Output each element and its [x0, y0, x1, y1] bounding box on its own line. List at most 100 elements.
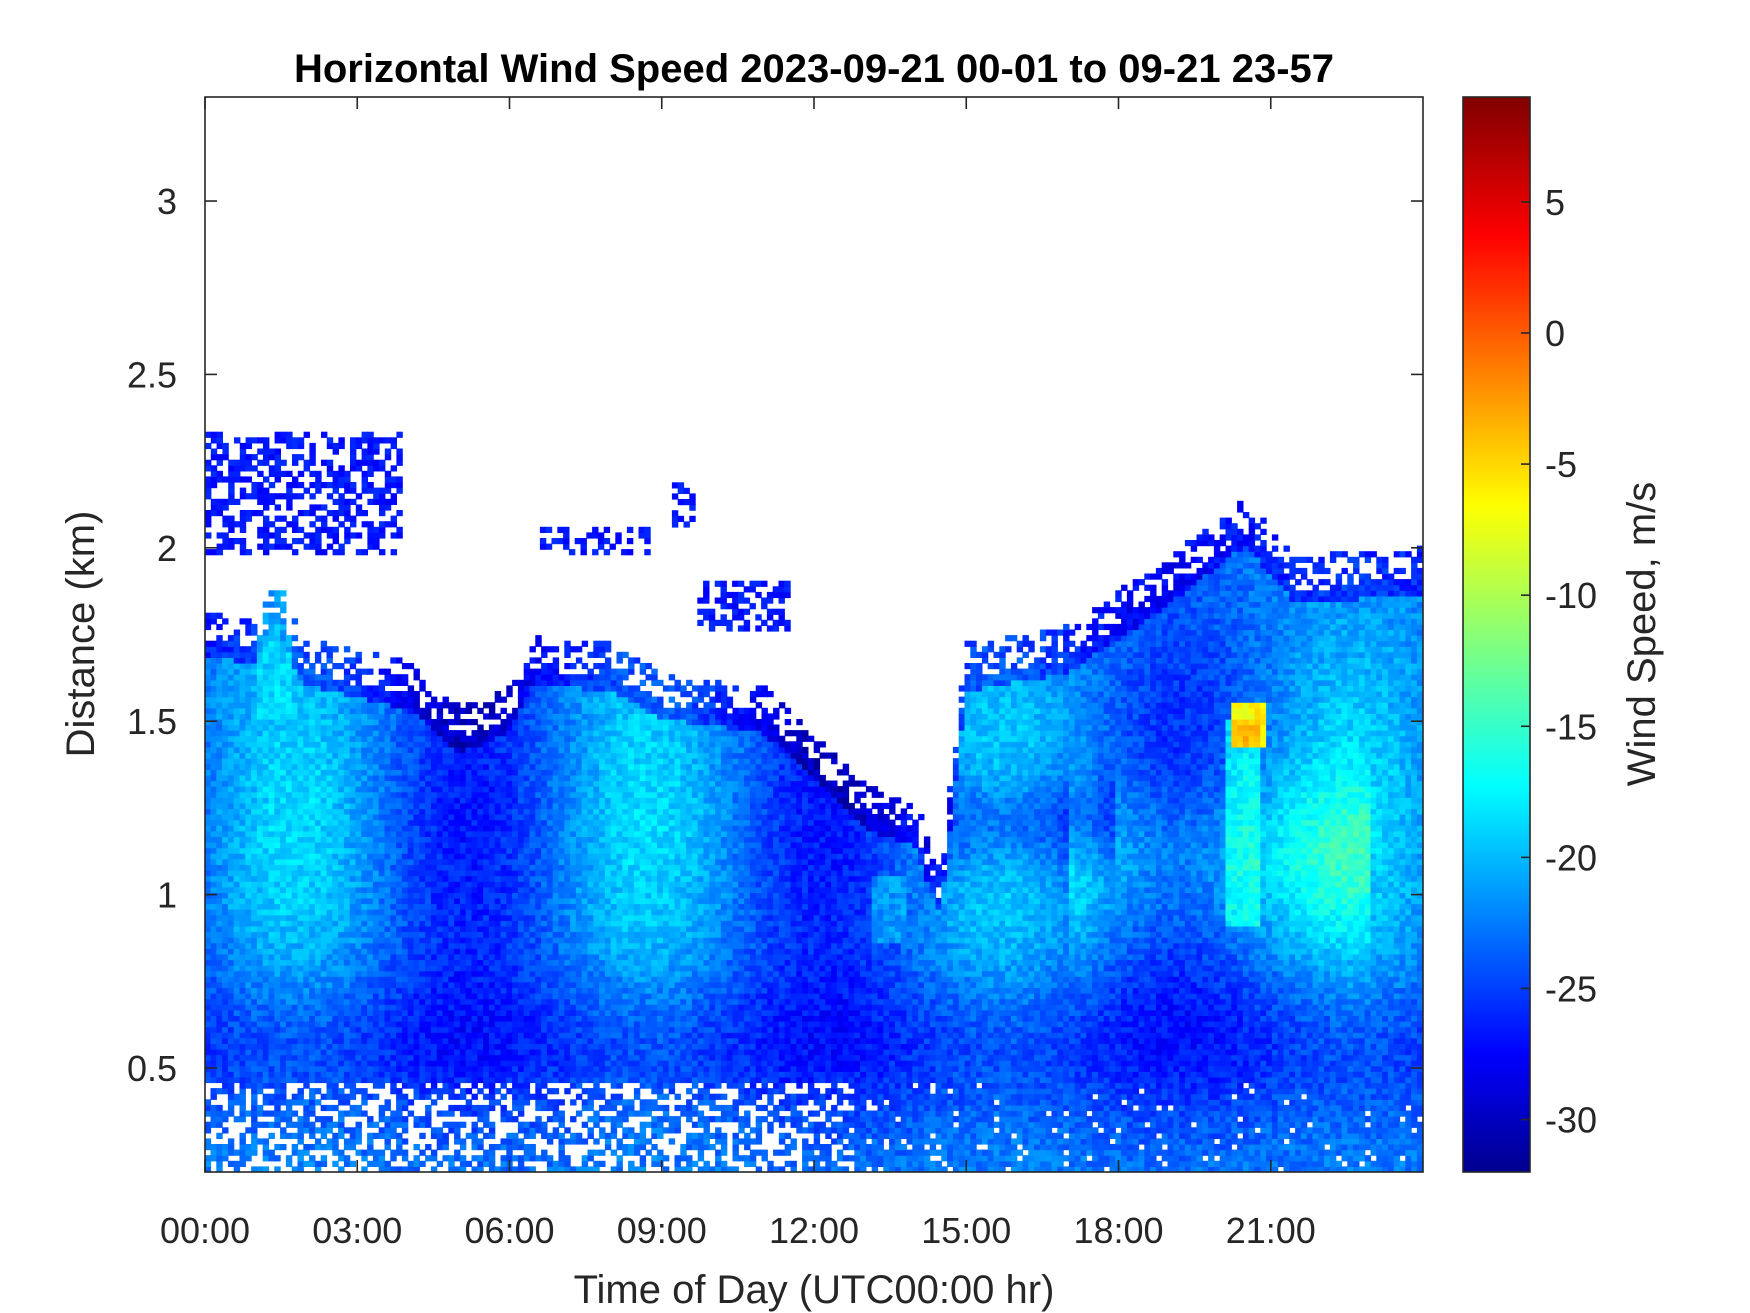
heatmap-cell [228, 1071, 234, 1077]
heatmap-cell [257, 1105, 263, 1111]
heatmap-cell [251, 1015, 257, 1021]
heatmap-cell [361, 965, 367, 971]
heatmap-cell [327, 937, 333, 943]
heatmap-cell [361, 786, 367, 792]
heatmap-cell [408, 926, 414, 932]
heatmap-cell [477, 1032, 483, 1038]
heatmap-cell [303, 1043, 309, 1049]
heatmap-cell [240, 680, 246, 686]
heatmap-cell [251, 1071, 257, 1077]
heatmap-cell [257, 864, 263, 870]
heatmap-cell [373, 836, 379, 842]
heatmap-cell [361, 831, 367, 837]
heatmap-cell [512, 892, 518, 898]
heatmap-cell [338, 691, 344, 697]
heatmap-cell [245, 808, 251, 814]
heatmap-cell [303, 943, 309, 949]
heatmap-cell [431, 781, 437, 787]
heatmap-cell [274, 999, 280, 1005]
heatmap-cell [356, 669, 362, 675]
heatmap-cell [443, 781, 449, 787]
heatmap-cell [501, 1083, 507, 1089]
heatmap-cell [408, 993, 414, 999]
heatmap-cell [483, 1043, 489, 1049]
heatmap-cell [524, 797, 530, 803]
heatmap-cell [361, 764, 367, 770]
heatmap-cell [501, 730, 507, 736]
heatmap-cell [234, 926, 240, 932]
heatmap-cell [356, 775, 362, 781]
heatmap-cell [483, 864, 489, 870]
heatmap-cell [361, 909, 367, 915]
heatmap-cell [530, 646, 536, 652]
heatmap-cell [338, 898, 344, 904]
heatmap-cell [245, 937, 251, 943]
heatmap-cell [414, 1060, 420, 1066]
heatmap-cell [257, 797, 263, 803]
heatmap-cell [234, 808, 240, 814]
heatmap-cell [477, 786, 483, 792]
heatmap-cell [338, 876, 344, 882]
heatmap-cell [245, 803, 251, 809]
heatmap-cell [396, 1116, 402, 1122]
heatmap-cell [437, 915, 443, 921]
heatmap-cell [408, 1021, 414, 1027]
heatmap-cell [454, 1015, 460, 1021]
heatmap-cell [286, 971, 292, 977]
heatmap-cell [274, 725, 280, 731]
heatmap-cell [211, 1105, 217, 1111]
heatmap-cell [361, 792, 367, 798]
heatmap-cell [495, 870, 501, 876]
heatmap-cell [269, 881, 275, 887]
heatmap-cell [309, 965, 315, 971]
heatmap-cell [501, 1094, 507, 1100]
heatmap-cell [309, 1077, 315, 1083]
heatmap-cell [245, 674, 251, 680]
heatmap-cell [454, 915, 460, 921]
heatmap-cell [419, 708, 425, 714]
heatmap-cell [303, 954, 309, 960]
heatmap-cell [419, 971, 425, 977]
heatmap-cell [332, 1038, 338, 1044]
heatmap-cell [280, 635, 286, 641]
heatmap-cell [274, 1015, 280, 1021]
heatmap-cell [240, 758, 246, 764]
heatmap-cell [501, 948, 507, 954]
heatmap-cell [332, 769, 338, 775]
heatmap-cell [454, 892, 460, 898]
heatmap-cell [489, 853, 495, 859]
heatmap-cell [240, 999, 246, 1005]
heatmap-cell [228, 685, 234, 691]
heatmap-cell [530, 999, 536, 1005]
heatmap-cell [454, 1127, 460, 1133]
heatmap-cell [385, 1105, 391, 1111]
heatmap-cell [396, 948, 402, 954]
heatmap-cell [321, 781, 327, 787]
heatmap-cell [385, 965, 391, 971]
heatmap-cell [477, 987, 483, 993]
heatmap-cell [257, 1032, 263, 1038]
heatmap-cell [524, 753, 530, 759]
heatmap-cell [280, 719, 286, 725]
heatmap-cell [280, 663, 286, 669]
heatmap-cell [222, 741, 228, 747]
heatmap-cell [477, 982, 483, 988]
heatmap-cell [390, 1088, 396, 1094]
heatmap-cell [541, 1150, 547, 1156]
heatmap-cell [216, 965, 222, 971]
heatmap-cell [379, 1015, 385, 1021]
heatmap-cell [390, 976, 396, 982]
heatmap-cell [234, 1161, 240, 1167]
heatmap-cell [274, 730, 280, 736]
heatmap-cell [350, 892, 356, 898]
heatmap-cell [419, 1032, 425, 1038]
heatmap-cell [483, 1021, 489, 1027]
heatmap-cell [303, 965, 309, 971]
heatmap-cell [216, 943, 222, 949]
heatmap-cell [332, 646, 338, 652]
heatmap-cell [356, 792, 362, 798]
heatmap-cell [292, 965, 298, 971]
heatmap-cell [518, 960, 524, 966]
heatmap-cell [489, 1077, 495, 1083]
heatmap-cell [356, 926, 362, 932]
